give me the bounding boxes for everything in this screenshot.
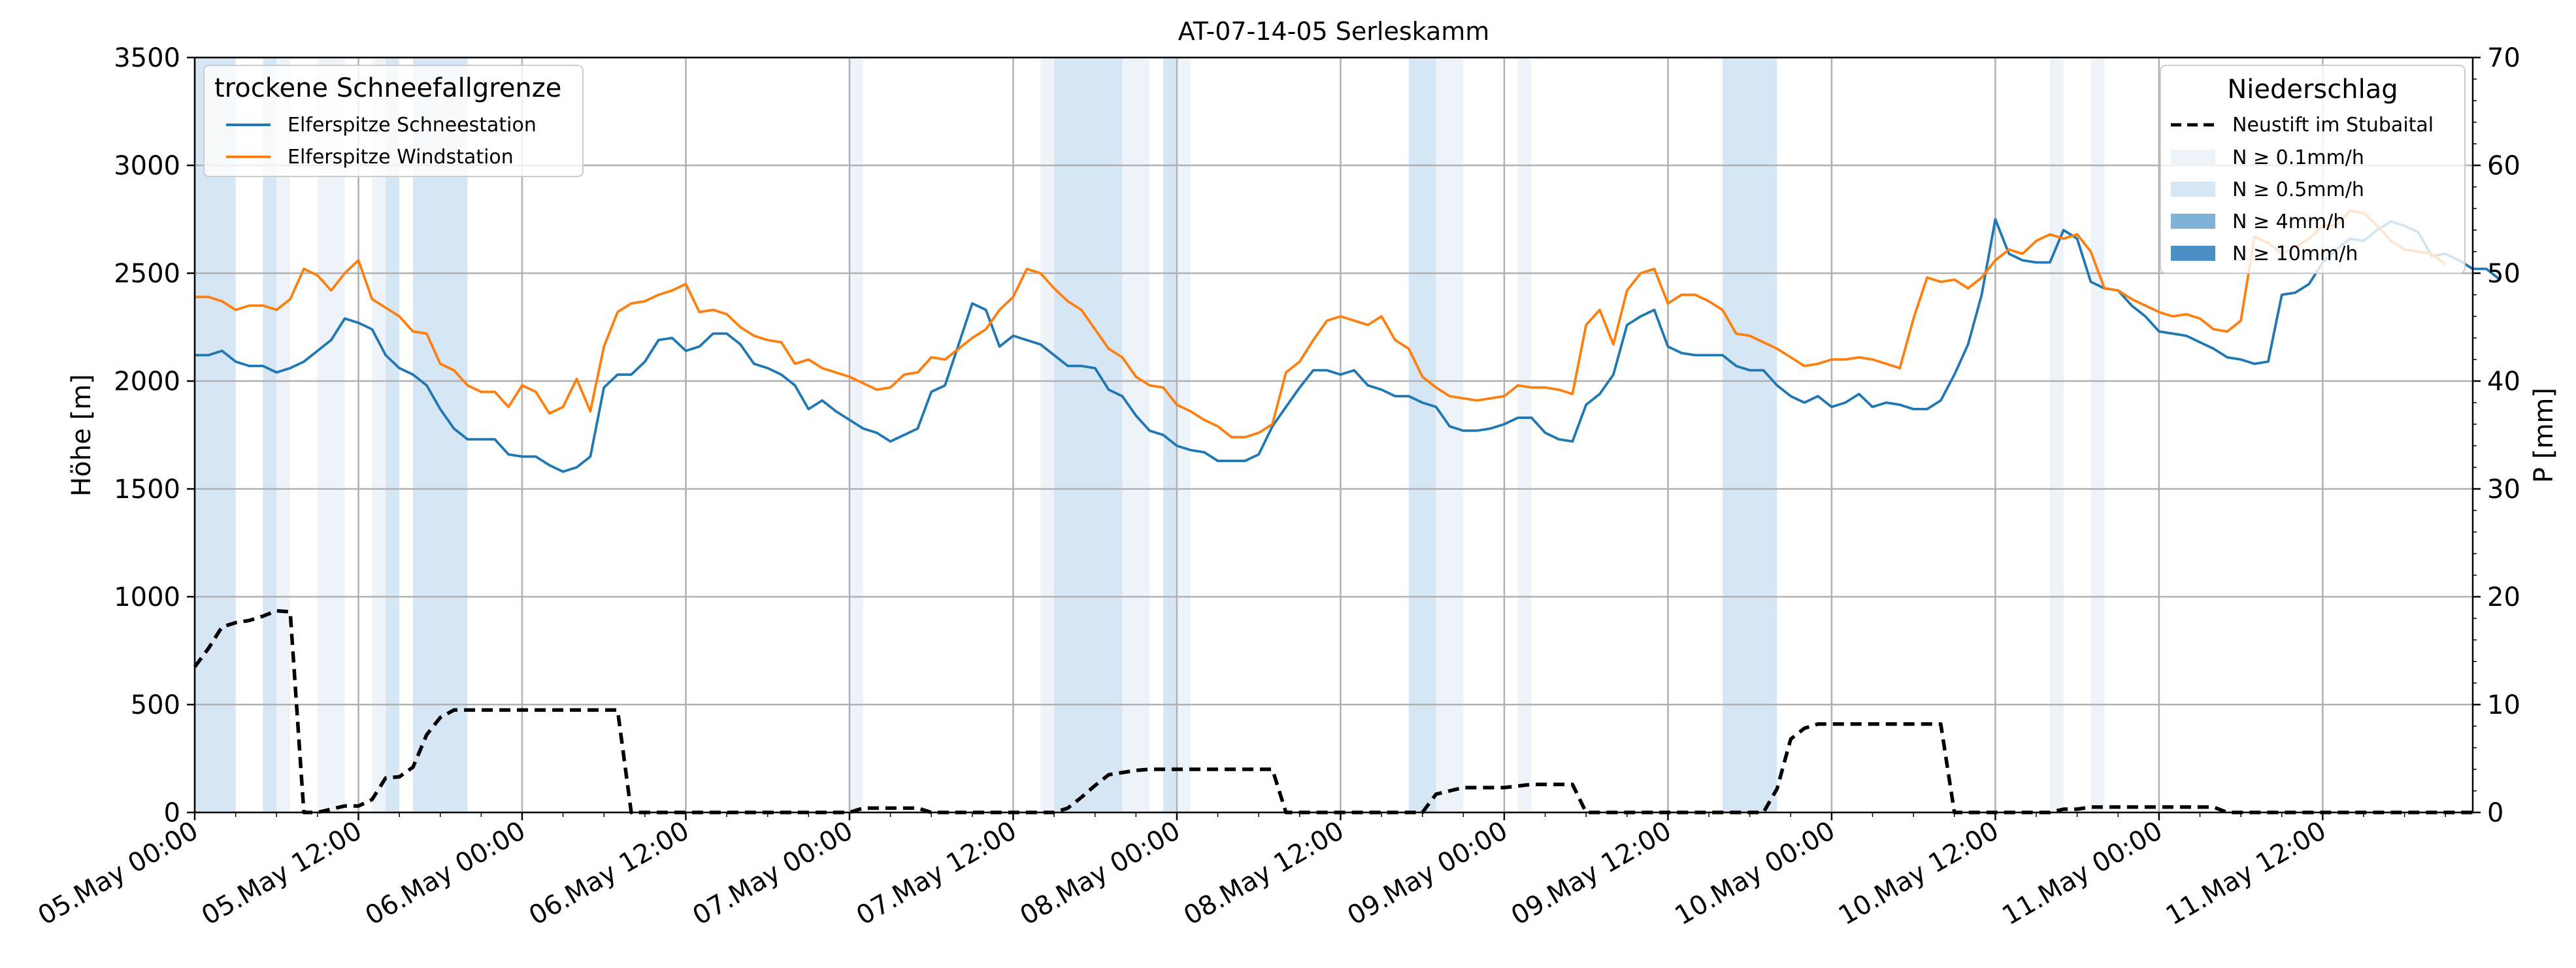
legend-right-title: Niederschlag — [2227, 75, 2398, 105]
precip-band — [1054, 58, 1123, 812]
y-tick-label-right: 50 — [2487, 259, 2520, 289]
series-line-windstation — [195, 209, 2447, 439]
precip-band — [1436, 58, 1464, 812]
precip-band — [1517, 58, 1532, 812]
y-tick-label-left: 3500 — [114, 43, 180, 73]
precip-band — [2049, 58, 2064, 812]
precip-band — [372, 58, 386, 812]
precip-band — [317, 58, 345, 812]
y-tick-label-left: 2500 — [114, 259, 180, 289]
y-tick-label-left: 2000 — [114, 367, 180, 397]
legend-swatch-n05 — [2171, 182, 2215, 197]
series-line-neustift — [193, 609, 2473, 814]
legend-label-windstation: Elferspitze Windstation — [288, 146, 514, 169]
legend-label-n4: N ≥ 4mm/h — [2232, 210, 2345, 233]
legend-right: Niederschlag Neustift im Stubaital N ≥ 0… — [2160, 65, 2466, 274]
precip-band — [263, 58, 277, 812]
y-tick-label-right: 20 — [2487, 582, 2520, 612]
precip-band — [195, 58, 236, 812]
legend-swatch-n01 — [2171, 150, 2215, 165]
y-tick-label-left: 1500 — [114, 475, 180, 505]
y-axis-label-right: P [mm] — [2529, 388, 2559, 483]
precip-band — [1722, 58, 1777, 812]
y-tick-label-right: 30 — [2487, 475, 2520, 505]
legend-right-frame — [2160, 65, 2466, 274]
precip-band — [1408, 58, 1436, 812]
chart-title: AT-07-14-05 Serleskamm — [1178, 17, 1490, 46]
y-tick-label-right: 0 — [2487, 798, 2503, 828]
legend-swatch-n4 — [2171, 214, 2215, 229]
legend-swatch-n10 — [2171, 246, 2215, 261]
precip-intensity-bands — [195, 58, 2105, 812]
y-tick-label-right: 10 — [2487, 690, 2520, 720]
y-axis-label-left: Höhe [m] — [67, 374, 97, 496]
precip-band — [849, 58, 863, 812]
precip-band — [1163, 58, 1177, 812]
precip-band — [412, 58, 468, 812]
precip-band — [2090, 58, 2105, 812]
precip-band — [1040, 58, 1055, 812]
plot-frame — [193, 56, 2474, 814]
precip-band — [276, 58, 291, 812]
y-tick-label-right: 70 — [2487, 43, 2520, 73]
legend-label-n05: N ≥ 0.5mm/h — [2232, 178, 2364, 201]
y-tick-label-left: 3000 — [114, 151, 180, 181]
legend-left-title: trockene Schneefallgrenze — [214, 73, 561, 103]
precip-band — [1122, 58, 1150, 812]
legend-left: trockene Schneefallgrenze Elferspitze Sc… — [203, 65, 584, 177]
legend-label-schneestation: Elferspitze Schneestation — [288, 114, 537, 137]
y-tick-label-left: 0 — [164, 798, 180, 828]
y-tick-label-left: 500 — [131, 690, 180, 720]
y-tick-label-left: 1000 — [114, 582, 180, 612]
series-lines — [193, 209, 2501, 814]
legend-label-n01: N ≥ 0.1mm/h — [2232, 146, 2364, 169]
precip-band — [386, 58, 400, 812]
y-tick-label-right: 60 — [2487, 151, 2520, 181]
precip-band — [1176, 58, 1191, 812]
legend-label-n10: N ≥ 10mm/h — [2232, 242, 2358, 265]
legend-left-frame — [203, 65, 584, 177]
legend-label-neustift: Neustift im Stubaital — [2232, 114, 2434, 137]
y-tick-label-right: 40 — [2487, 367, 2520, 397]
